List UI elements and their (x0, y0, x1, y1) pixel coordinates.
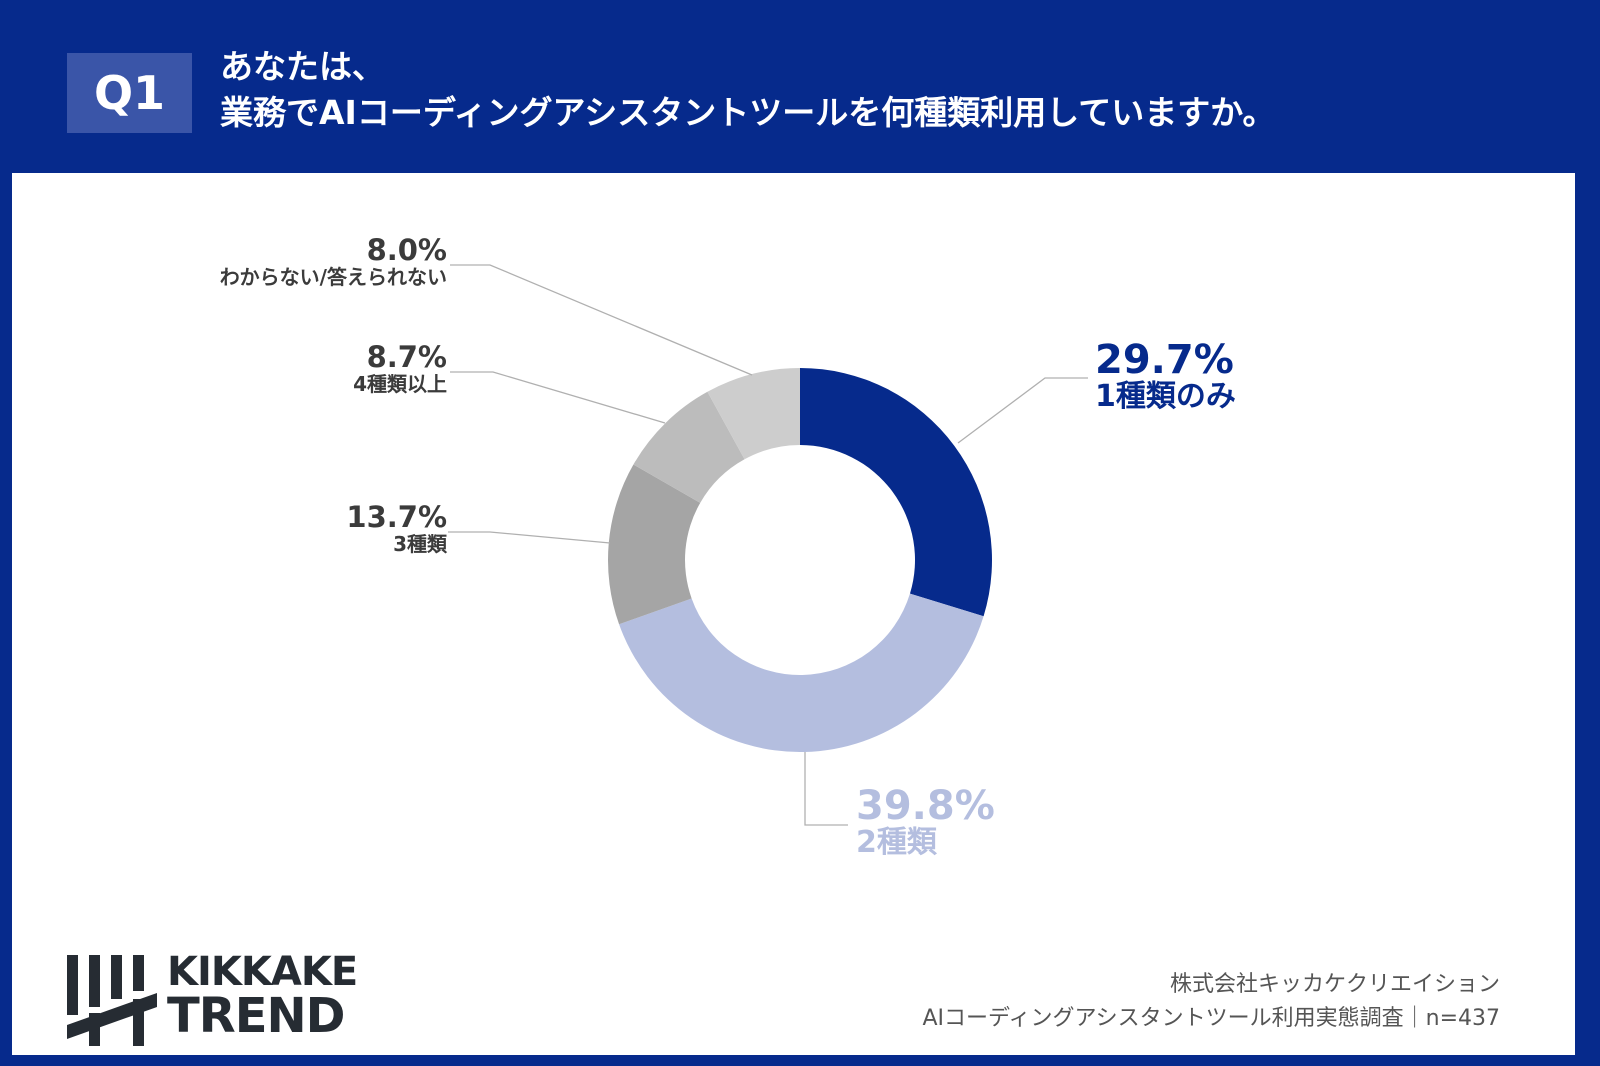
footer-credit: 株式会社キッカケクリエイション AIコーディングアシスタントツール利用実態調査｜… (923, 968, 1501, 1036)
slice-5-percent: 8.0% (366, 233, 447, 267)
slice-3-percent: 13.7% (346, 500, 447, 534)
logo-line-1: KIKKAKE (167, 949, 358, 995)
donut-slice-1 (800, 368, 992, 617)
label-slice-4: 8.7% 4種類以上 (353, 340, 447, 396)
label-slice-5: 8.0% わからない/答えられない (219, 233, 447, 289)
chart-panel (12, 173, 1575, 1055)
donut-slice-2 (619, 593, 984, 752)
leader-line-1 (957, 377, 1088, 444)
title-line-1: あなたは、 (220, 47, 385, 86)
leader-line-2 (804, 752, 848, 826)
slice-1-percent: 29.7% (1095, 337, 1234, 383)
donut-slice-4 (633, 391, 745, 503)
question-title: あなたは、 業務でAIコーディングアシスタントツールを何種類利用していますか。 (220, 44, 1276, 136)
slice-2-category: 2種類 (856, 825, 937, 860)
title-line-2: 業務でAIコーディングアシスタントツールを何種類利用していますか。 (220, 93, 1276, 132)
slice-5-category: わからない/答えられない (219, 265, 447, 289)
kikkake-trend-logo-icon (67, 955, 157, 1046)
slice-2-percent: 39.8% (856, 783, 995, 829)
footer-survey: AIコーディングアシスタントツール利用実態調査｜n=437 (922, 1006, 1501, 1031)
leader-line-5 (450, 264, 753, 376)
leader-line-4 (450, 371, 666, 424)
slice-4-category: 4種類以上 (353, 372, 447, 396)
question-badge: Q1 (67, 53, 192, 133)
leader-line-3 (448, 531, 611, 544)
footer-company: 株式会社キッカケクリエイション (1169, 972, 1500, 997)
slice-1-category: 1種類のみ (1095, 379, 1236, 414)
label-slice-3: 13.7% 3種類 (346, 500, 447, 556)
slice-4-percent: 8.7% (366, 340, 447, 374)
donut-slice-5 (707, 368, 800, 460)
label-slice-1: 29.7% 1種類のみ (1095, 340, 1236, 412)
logo-line-2: TREND (167, 988, 346, 1044)
logo-text: KIKKAKE TREND (167, 949, 358, 1044)
donut-slice-3 (607, 464, 701, 625)
label-slice-2: 39.8% 2種類 (856, 786, 995, 858)
slice-3-category: 3種類 (393, 532, 447, 556)
